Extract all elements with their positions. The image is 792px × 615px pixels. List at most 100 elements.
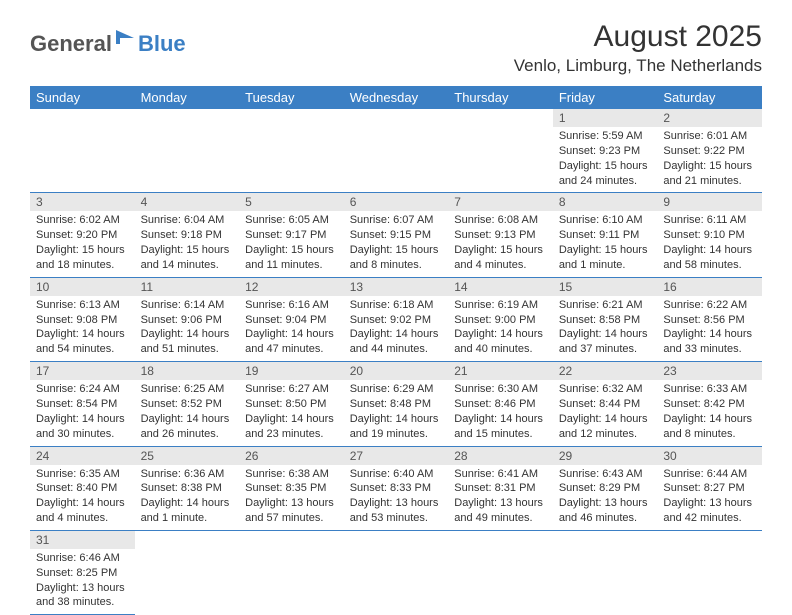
calendar-week-row: 31Sunrise: 6:46 AMSunset: 8:25 PMDayligh… [30, 530, 762, 614]
day-details: Sunrise: 6:24 AMSunset: 8:54 PMDaylight:… [30, 380, 135, 445]
day-details: Sunrise: 6:02 AMSunset: 9:20 PMDaylight:… [30, 211, 135, 276]
calendar-cell: 31Sunrise: 6:46 AMSunset: 8:25 PMDayligh… [30, 530, 135, 614]
sunset-text: Sunset: 8:52 PM [141, 397, 234, 412]
logo-text-general: General [30, 31, 112, 57]
sunset-text: Sunset: 9:02 PM [350, 313, 443, 328]
daylight-text: Daylight: 14 hours and 23 minutes. [245, 412, 338, 442]
sunset-text: Sunset: 9:10 PM [663, 228, 756, 243]
calendar-cell: 28Sunrise: 6:41 AMSunset: 8:31 PMDayligh… [448, 446, 553, 530]
calendar-cell: 30Sunrise: 6:44 AMSunset: 8:27 PMDayligh… [657, 446, 762, 530]
day-number: 11 [135, 278, 240, 296]
calendar-cell [448, 530, 553, 614]
day-details: Sunrise: 6:30 AMSunset: 8:46 PMDaylight:… [448, 380, 553, 445]
calendar-cell: 7Sunrise: 6:08 AMSunset: 9:13 PMDaylight… [448, 193, 553, 277]
sunrise-text: Sunrise: 6:38 AM [245, 467, 338, 482]
daylight-text: Daylight: 14 hours and 15 minutes. [454, 412, 547, 442]
day-details: Sunrise: 6:04 AMSunset: 9:18 PMDaylight:… [135, 211, 240, 276]
calendar-cell [657, 530, 762, 614]
day-number: 13 [344, 278, 449, 296]
day-number: 18 [135, 362, 240, 380]
sunset-text: Sunset: 8:35 PM [245, 481, 338, 496]
day-details: Sunrise: 6:38 AMSunset: 8:35 PMDaylight:… [239, 465, 344, 530]
weekday-header: Sunday [30, 86, 135, 109]
sunrise-text: Sunrise: 6:04 AM [141, 213, 234, 228]
sunrise-text: Sunrise: 6:08 AM [454, 213, 547, 228]
daylight-text: Daylight: 14 hours and 44 minutes. [350, 327, 443, 357]
sunrise-text: Sunrise: 6:05 AM [245, 213, 338, 228]
calendar-cell: 16Sunrise: 6:22 AMSunset: 8:56 PMDayligh… [657, 277, 762, 361]
calendar-cell [239, 109, 344, 193]
daylight-text: Daylight: 14 hours and 33 minutes. [663, 327, 756, 357]
sunrise-text: Sunrise: 6:29 AM [350, 382, 443, 397]
calendar-cell: 24Sunrise: 6:35 AMSunset: 8:40 PMDayligh… [30, 446, 135, 530]
calendar-cell: 17Sunrise: 6:24 AMSunset: 8:54 PMDayligh… [30, 362, 135, 446]
calendar-cell [448, 109, 553, 193]
day-number: 5 [239, 193, 344, 211]
day-details: Sunrise: 6:36 AMSunset: 8:38 PMDaylight:… [135, 465, 240, 530]
weekday-header: Thursday [448, 86, 553, 109]
calendar-cell: 21Sunrise: 6:30 AMSunset: 8:46 PMDayligh… [448, 362, 553, 446]
sunset-text: Sunset: 8:56 PM [663, 313, 756, 328]
sunrise-text: Sunrise: 6:11 AM [663, 213, 756, 228]
calendar-cell: 25Sunrise: 6:36 AMSunset: 8:38 PMDayligh… [135, 446, 240, 530]
sunrise-text: Sunrise: 6:01 AM [663, 129, 756, 144]
calendar-cell: 26Sunrise: 6:38 AMSunset: 8:35 PMDayligh… [239, 446, 344, 530]
day-number: 30 [657, 447, 762, 465]
day-number: 12 [239, 278, 344, 296]
day-number: 6 [344, 193, 449, 211]
day-number: 29 [553, 447, 658, 465]
calendar-week-row: 3Sunrise: 6:02 AMSunset: 9:20 PMDaylight… [30, 193, 762, 277]
sunset-text: Sunset: 9:23 PM [559, 144, 652, 159]
daylight-text: Daylight: 13 hours and 42 minutes. [663, 496, 756, 526]
daylight-text: Daylight: 13 hours and 46 minutes. [559, 496, 652, 526]
day-number: 15 [553, 278, 658, 296]
sunset-text: Sunset: 9:08 PM [36, 313, 129, 328]
daylight-text: Daylight: 15 hours and 21 minutes. [663, 159, 756, 189]
daylight-text: Daylight: 15 hours and 8 minutes. [350, 243, 443, 273]
weekday-header: Saturday [657, 86, 762, 109]
day-details: Sunrise: 6:29 AMSunset: 8:48 PMDaylight:… [344, 380, 449, 445]
sunset-text: Sunset: 8:25 PM [36, 566, 129, 581]
sunset-text: Sunset: 9:22 PM [663, 144, 756, 159]
day-details: Sunrise: 6:18 AMSunset: 9:02 PMDaylight:… [344, 296, 449, 361]
sunrise-text: Sunrise: 6:10 AM [559, 213, 652, 228]
sunset-text: Sunset: 8:58 PM [559, 313, 652, 328]
daylight-text: Daylight: 13 hours and 57 minutes. [245, 496, 338, 526]
sunrise-text: Sunrise: 6:46 AM [36, 551, 129, 566]
sunrise-text: Sunrise: 6:43 AM [559, 467, 652, 482]
sunset-text: Sunset: 9:06 PM [141, 313, 234, 328]
calendar-cell: 22Sunrise: 6:32 AMSunset: 8:44 PMDayligh… [553, 362, 658, 446]
weekday-header: Tuesday [239, 86, 344, 109]
calendar-cell: 12Sunrise: 6:16 AMSunset: 9:04 PMDayligh… [239, 277, 344, 361]
day-details: Sunrise: 6:22 AMSunset: 8:56 PMDaylight:… [657, 296, 762, 361]
day-details: Sunrise: 6:21 AMSunset: 8:58 PMDaylight:… [553, 296, 658, 361]
day-details: Sunrise: 5:59 AMSunset: 9:23 PMDaylight:… [553, 127, 658, 192]
daylight-text: Daylight: 15 hours and 24 minutes. [559, 159, 652, 189]
day-number: 3 [30, 193, 135, 211]
sunset-text: Sunset: 9:04 PM [245, 313, 338, 328]
sunrise-text: Sunrise: 6:33 AM [663, 382, 756, 397]
day-details: Sunrise: 6:40 AMSunset: 8:33 PMDaylight:… [344, 465, 449, 530]
day-details: Sunrise: 6:46 AMSunset: 8:25 PMDaylight:… [30, 549, 135, 614]
daylight-text: Daylight: 14 hours and 30 minutes. [36, 412, 129, 442]
sunrise-text: Sunrise: 6:22 AM [663, 298, 756, 313]
sunrise-text: Sunrise: 6:27 AM [245, 382, 338, 397]
day-number: 17 [30, 362, 135, 380]
day-number: 20 [344, 362, 449, 380]
sunrise-text: Sunrise: 6:32 AM [559, 382, 652, 397]
sunset-text: Sunset: 9:15 PM [350, 228, 443, 243]
day-number: 23 [657, 362, 762, 380]
sunrise-text: Sunrise: 6:25 AM [141, 382, 234, 397]
daylight-text: Daylight: 14 hours and 51 minutes. [141, 327, 234, 357]
sunset-text: Sunset: 9:20 PM [36, 228, 129, 243]
weekday-header: Friday [553, 86, 658, 109]
day-details: Sunrise: 6:07 AMSunset: 9:15 PMDaylight:… [344, 211, 449, 276]
day-number: 10 [30, 278, 135, 296]
day-number: 24 [30, 447, 135, 465]
day-details: Sunrise: 6:27 AMSunset: 8:50 PMDaylight:… [239, 380, 344, 445]
daylight-text: Daylight: 14 hours and 26 minutes. [141, 412, 234, 442]
calendar-table: SundayMondayTuesdayWednesdayThursdayFrid… [30, 86, 762, 615]
weekday-header-row: SundayMondayTuesdayWednesdayThursdayFrid… [30, 86, 762, 109]
calendar-cell: 5Sunrise: 6:05 AMSunset: 9:17 PMDaylight… [239, 193, 344, 277]
day-details: Sunrise: 6:13 AMSunset: 9:08 PMDaylight:… [30, 296, 135, 361]
